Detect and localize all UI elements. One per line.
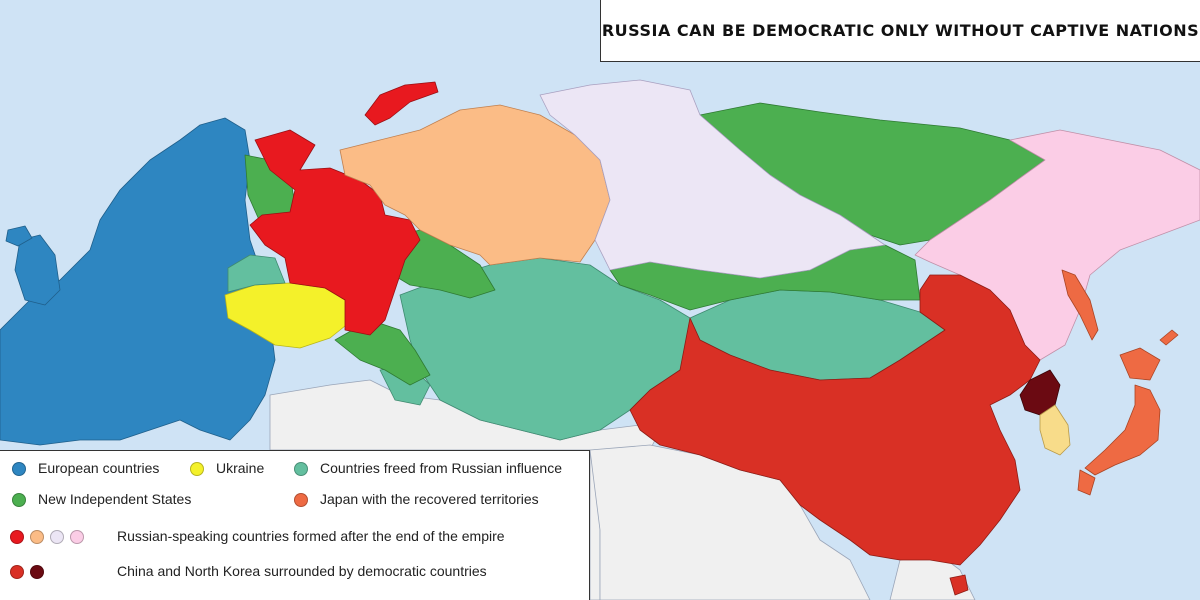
legend-label-europe: European countries [38, 460, 160, 476]
legend-dot-freed [294, 462, 308, 476]
region-russia-west [249, 129, 421, 336]
legend-dot-japan [294, 493, 308, 507]
region-kyushu [1077, 469, 1096, 496]
legend-dot-europe [12, 462, 26, 476]
legend-dot-new-states [12, 493, 26, 507]
region-sakhalin [1061, 269, 1099, 341]
region-kurils [1159, 329, 1179, 346]
region-russia-orange [339, 104, 611, 266]
legend-dot-russia-orange [30, 530, 44, 544]
south-asia-land [589, 444, 871, 600]
legend-dot-russia-red [10, 530, 24, 544]
region-iceland [5, 225, 33, 247]
region-novaya-zemlya [364, 81, 439, 126]
legend-dot-russia-pink [70, 530, 84, 544]
legend-label-china-nk: China and North Korea surrounded by demo… [117, 563, 487, 579]
legend-label-ukraine: Ukraine [216, 460, 265, 476]
legend-dot-ukraine [190, 462, 204, 476]
map-title: RUSSIA CAN BE DEMOCRATIC ONLY WITHOUT CA… [601, 21, 1200, 40]
region-belarus [227, 254, 286, 293]
legend-label-freed: Countries freed from Russian influence [320, 460, 563, 476]
legend: European countries Ukraine Countries fre… [0, 450, 590, 600]
legend-label-new-states: New Independent States [38, 491, 192, 507]
region-honshu [1084, 384, 1161, 476]
region-south-korea [1039, 404, 1071, 456]
region-hokkaido [1119, 347, 1161, 381]
legend-label-japan: Japan with the recovered territories [320, 491, 539, 507]
region-britain [14, 234, 61, 306]
region-china [629, 274, 1041, 566]
legend-dot-china [10, 565, 24, 579]
legend-label-russian-speaking: Russian-speaking countries formed after … [117, 528, 505, 544]
region-hainan [949, 574, 969, 596]
legend-dot-north-korea [30, 565, 44, 579]
region-russia-lavender [539, 79, 886, 279]
legend-dot-russia-lavender [50, 530, 64, 544]
title-box: RUSSIA CAN BE DEMOCRATIC ONLY WITHOUT CA… [600, 0, 1200, 62]
